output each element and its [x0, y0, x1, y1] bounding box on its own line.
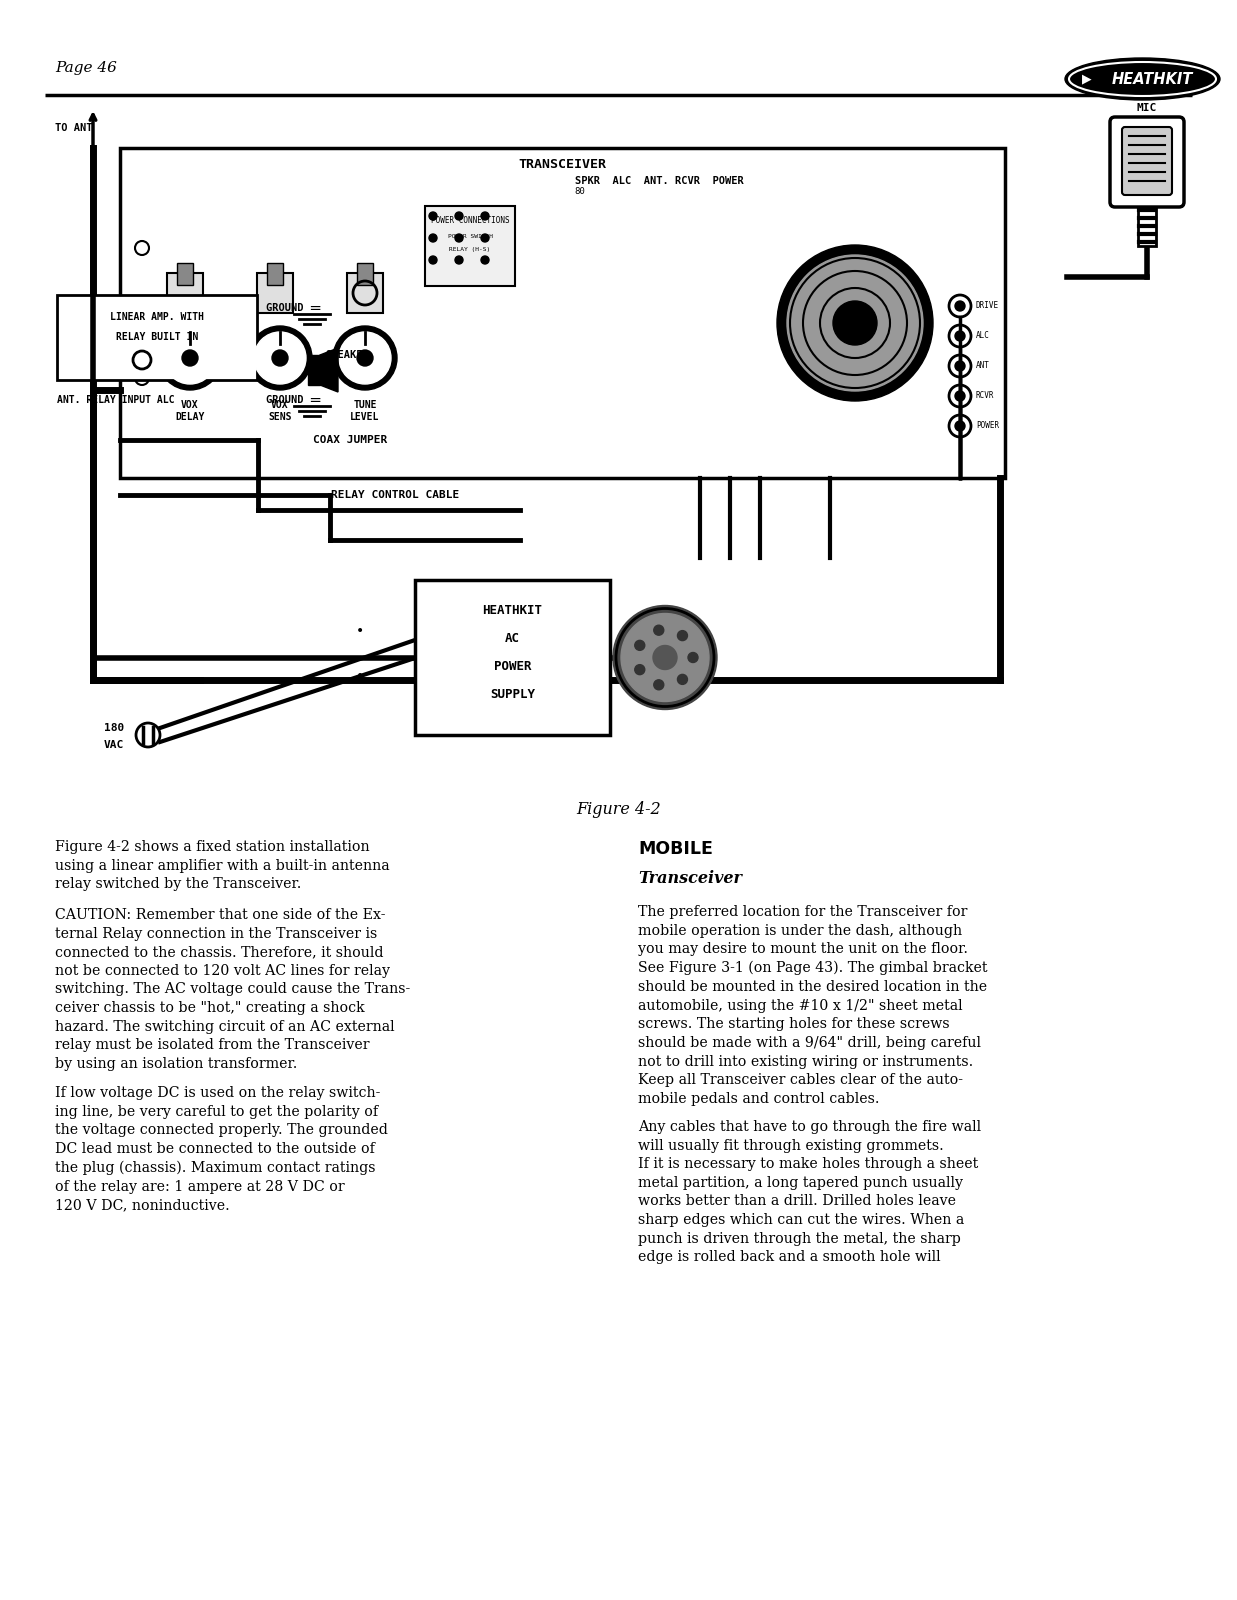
Bar	[357, 262, 374, 285]
Text: GROUND: GROUND	[266, 302, 310, 314]
Polygon shape	[320, 349, 338, 392]
Circle shape	[455, 234, 463, 242]
Bar	[0, 99, 1237, 790]
Bar	[167, 274, 203, 314]
Text: ANT: ANT	[976, 362, 990, 371]
Circle shape	[182, 350, 198, 366]
Text: 180: 180	[104, 723, 124, 733]
Circle shape	[777, 245, 933, 402]
Circle shape	[787, 254, 923, 390]
Text: RELAY BUILT IN: RELAY BUILT IN	[116, 333, 198, 342]
Circle shape	[654, 680, 664, 690]
Text: ANT. RELAY INPUT ALC: ANT. RELAY INPUT ALC	[57, 395, 174, 405]
Ellipse shape	[1069, 62, 1216, 96]
Text: Page 46: Page 46	[54, 61, 116, 75]
Bar	[426, 206, 515, 286]
Circle shape	[339, 333, 391, 384]
Circle shape	[654, 626, 664, 635]
Bar	[414, 579, 610, 734]
Text: POWER: POWER	[976, 421, 999, 430]
Text: MOBILE: MOBILE	[638, 840, 713, 858]
Text: POWER CONNECTIONS: POWER CONNECTIONS	[430, 216, 510, 226]
Text: Figure 4-2 shows a fixed station installation
using a linear amplifier with a bu: Figure 4-2 shows a fixed station install…	[54, 840, 390, 891]
Ellipse shape	[1065, 58, 1220, 99]
Circle shape	[635, 640, 644, 650]
Text: MIC: MIC	[1137, 102, 1157, 114]
Text: TRANSCEIVER: TRANSCEIVER	[518, 157, 606, 171]
Circle shape	[635, 664, 644, 675]
Text: SUPPLY: SUPPLY	[490, 688, 534, 701]
Circle shape	[272, 350, 288, 366]
Bar	[257, 274, 293, 314]
Circle shape	[165, 333, 216, 384]
Circle shape	[481, 234, 489, 242]
Circle shape	[678, 674, 688, 685]
Text: Transceiver: Transceiver	[638, 870, 742, 886]
Text: CAUTION: Remember that one side of the Ex-
ternal Relay connection in the Transc: CAUTION: Remember that one side of the E…	[54, 909, 411, 1070]
Text: VAC: VAC	[104, 739, 124, 750]
Bar	[308, 355, 320, 386]
Text: RELAY (H-S): RELAY (H-S)	[449, 246, 491, 251]
Circle shape	[688, 653, 698, 662]
Bar	[1138, 208, 1157, 246]
Bar	[348, 274, 383, 314]
Text: RCVR: RCVR	[976, 392, 995, 400]
Text: LINEAR AMP. WITH: LINEAR AMP. WITH	[110, 312, 204, 322]
Circle shape	[247, 326, 312, 390]
Text: ▶: ▶	[1082, 72, 1092, 85]
Circle shape	[955, 301, 965, 310]
Circle shape	[357, 350, 374, 366]
Bar	[120, 149, 1004, 478]
Circle shape	[678, 630, 688, 640]
Text: ═: ═	[310, 392, 319, 408]
Circle shape	[955, 390, 965, 402]
Text: Figure 4-2: Figure 4-2	[576, 802, 661, 819]
Text: TO ANT: TO ANT	[54, 123, 93, 133]
Text: ═: ═	[310, 301, 319, 315]
Circle shape	[254, 333, 306, 384]
Circle shape	[653, 645, 677, 669]
Text: VOX
DELAY: VOX DELAY	[176, 400, 204, 421]
Text: If low voltage DC is used on the relay switch-
ing line, be very careful to get : If low voltage DC is used on the relay s…	[54, 1086, 388, 1213]
Circle shape	[955, 421, 965, 430]
Text: HEATHKIT: HEATHKIT	[482, 603, 543, 616]
Circle shape	[481, 256, 489, 264]
Text: COAX JUMPER: COAX JUMPER	[313, 435, 387, 445]
Text: RELAY CONTROL CABLE: RELAY CONTROL CABLE	[330, 490, 459, 499]
Circle shape	[481, 211, 489, 219]
Text: POWER SWITCH: POWER SWITCH	[448, 234, 492, 238]
Bar	[267, 262, 283, 285]
Circle shape	[621, 613, 709, 701]
Circle shape	[333, 326, 397, 390]
Circle shape	[955, 362, 965, 371]
Circle shape	[455, 211, 463, 219]
FancyBboxPatch shape	[1110, 117, 1184, 206]
Text: GROUND: GROUND	[266, 395, 310, 405]
Circle shape	[429, 211, 437, 219]
Text: SPKR  ALC  ANT. RCVR  POWER: SPKR ALC ANT. RCVR POWER	[575, 176, 743, 186]
Text: The preferred location for the Transceiver for
mobile operation is under the das: The preferred location for the Transceiv…	[638, 906, 987, 1106]
Text: VOX
SENS: VOX SENS	[268, 400, 292, 421]
Bar	[57, 294, 257, 379]
Text: TUNE
LEVEL: TUNE LEVEL	[350, 400, 380, 421]
Circle shape	[955, 331, 965, 341]
Text: •: •	[356, 669, 364, 683]
Circle shape	[455, 256, 463, 264]
Text: Any cables that have to go through the fire wall
will usually fit through existi: Any cables that have to go through the f…	[638, 1120, 981, 1264]
Circle shape	[158, 326, 221, 390]
Text: HEATHKIT: HEATHKIT	[1112, 72, 1194, 86]
Text: •: •	[356, 624, 364, 638]
Text: POWER: POWER	[494, 659, 531, 672]
Text: SPEAKER: SPEAKER	[325, 350, 369, 360]
Text: AC: AC	[505, 632, 520, 645]
Bar	[177, 262, 193, 285]
Text: 80: 80	[575, 187, 585, 195]
Text: ALC: ALC	[976, 331, 990, 341]
FancyBboxPatch shape	[1122, 126, 1171, 195]
Circle shape	[614, 605, 717, 709]
Text: DRIVE: DRIVE	[976, 301, 999, 310]
Circle shape	[833, 301, 877, 346]
Circle shape	[429, 234, 437, 242]
Circle shape	[429, 256, 437, 264]
